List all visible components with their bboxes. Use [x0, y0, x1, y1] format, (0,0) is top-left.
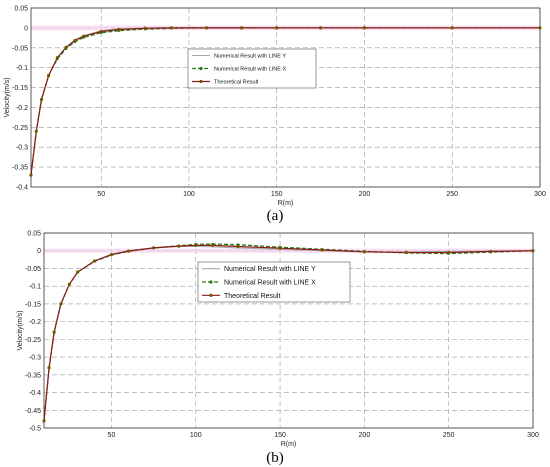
- data-point: [42, 419, 46, 423]
- data-point: [55, 56, 59, 60]
- data-point: [194, 243, 198, 248]
- axes-frame: [30, 7, 541, 188]
- chart-panel-a: 0.05 0 -0.05 -0.1 -0.15 -0.2 -0.25 -0.3 -0.35 -0.…: [4, 6, 546, 208]
- data-point: [67, 282, 71, 287]
- x-tick-label: 100: [183, 191, 195, 198]
- data-point: [240, 26, 244, 30]
- x-axis-label: R(m): [278, 200, 294, 207]
- data-point: [450, 26, 454, 30]
- data-point: [319, 26, 323, 30]
- data-point: [152, 246, 156, 250]
- y-tick-label: -0.4: [29, 390, 41, 397]
- y-tick-label: -0.35: [25, 372, 41, 379]
- x-tick-label: 200: [359, 432, 371, 439]
- x-tick-label: 300: [527, 432, 539, 439]
- data-point: [92, 259, 97, 263]
- legend-marker: [209, 280, 213, 284]
- data-point: [143, 26, 147, 30]
- y-tick-label: -0.1: [16, 65, 28, 72]
- y-tick-label: -0.2: [29, 319, 41, 326]
- data-point: [47, 366, 51, 370]
- data-point: [64, 45, 68, 49]
- y-tick-label: -0.15: [12, 85, 28, 92]
- data-point: [82, 34, 86, 38]
- y-tick-label: -0.15: [25, 301, 41, 308]
- data-point: [362, 26, 367, 30]
- legend-marker: [209, 293, 213, 297]
- x-tick-label: 250: [446, 191, 458, 198]
- data-point: [39, 97, 44, 102]
- legend-entry: Numerical Result with LINE Y: [214, 53, 286, 59]
- y-tick-label: -0.25: [25, 337, 41, 344]
- x-tick-label: 300: [534, 191, 546, 198]
- x-tick-label: 150: [274, 432, 286, 439]
- data-point: [531, 249, 535, 253]
- data-point: [204, 26, 209, 30]
- data-point: [538, 26, 542, 30]
- plot-area: [31, 8, 540, 187]
- legend-entry: Numerical Result with LINE X: [224, 279, 316, 286]
- legend-entry: Numerical Result with LINE Y: [224, 266, 316, 273]
- data-point: [46, 74, 51, 78]
- data-point: [126, 249, 130, 253]
- y-tick-label: -0.3: [16, 145, 28, 152]
- y-tick-label: 0.05: [27, 231, 41, 238]
- data-point: [169, 26, 174, 30]
- legend-entry: Numerical Result with LINE X: [214, 66, 286, 72]
- data-point: [211, 243, 215, 248]
- data-point: [275, 26, 279, 30]
- data-point: [109, 253, 114, 257]
- chart-panel-b: 0.05 0 -0.05 -0.1 -0.15 -0.2 -0.25 -0.3 -0.35 -0.…: [17, 231, 539, 449]
- data-point: [447, 250, 451, 255]
- data-point: [59, 302, 63, 306]
- x-tick-label: 250: [443, 432, 455, 439]
- y-tick-label: -0.45: [25, 408, 41, 415]
- data-point: [177, 244, 181, 248]
- y-tick-label: -0.35: [12, 165, 28, 172]
- y-tick-label: -0.1: [29, 284, 41, 291]
- data-point: [52, 330, 56, 334]
- legend-entry: Theoretical Result: [224, 293, 280, 300]
- y-tick-label: 0.05: [14, 6, 28, 13]
- y-tick-label: -0.05: [25, 266, 41, 273]
- y-tick-label: -0.4: [16, 185, 28, 192]
- y-tick-label: -0.25: [12, 125, 28, 132]
- data-point: [73, 39, 77, 43]
- panel-label-a: (a): [267, 208, 284, 224]
- data-point: [404, 250, 409, 255]
- y-tick-label: 0: [24, 25, 28, 32]
- data-point: [278, 246, 282, 250]
- data-point: [99, 29, 103, 34]
- y-axis-label: Velocity(m/s): [4, 77, 11, 117]
- x-tick-label: 50: [97, 191, 105, 198]
- x-axis-label: R(m): [281, 441, 297, 448]
- data-point: [117, 27, 121, 32]
- data-point: [362, 250, 366, 254]
- y-tick-label: -0.2: [16, 105, 28, 112]
- data-point: [489, 249, 493, 254]
- legend-box: [197, 261, 351, 303]
- x-tick-label: 200: [359, 191, 371, 198]
- data-point: [76, 270, 80, 274]
- y-tick-label: 0: [37, 248, 41, 255]
- legend-marker: [199, 66, 203, 71]
- y-axis-label: Velocity(m/s): [17, 310, 24, 350]
- y-tick-label: -0.5: [29, 426, 41, 433]
- legend-entry: Theoretical Result: [214, 79, 259, 85]
- x-tick-label: 100: [190, 432, 202, 439]
- zero-band: [44, 248, 533, 253]
- panel-label-b: (b): [266, 450, 284, 466]
- y-tick-label: -0.05: [12, 45, 28, 52]
- x-tick-label: 150: [271, 191, 283, 198]
- x-tick-label: 50: [108, 432, 116, 439]
- data-point: [29, 173, 33, 177]
- legend-marker: [199, 79, 203, 84]
- data-point: [236, 244, 240, 249]
- data-point: [320, 248, 324, 252]
- y-tick-label: -0.3: [29, 355, 41, 362]
- data-point: [34, 129, 38, 133]
- axes-frame: [43, 232, 534, 429]
